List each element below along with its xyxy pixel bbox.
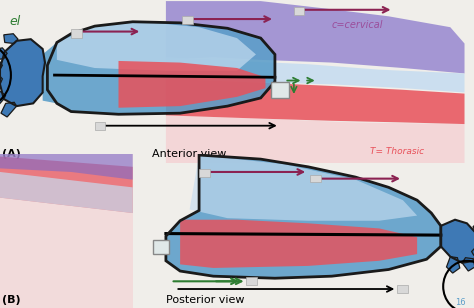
Polygon shape [57, 22, 256, 71]
FancyBboxPatch shape [182, 16, 193, 24]
Polygon shape [166, 57, 465, 92]
FancyBboxPatch shape [310, 175, 321, 182]
FancyBboxPatch shape [199, 169, 210, 177]
Polygon shape [0, 74, 2, 87]
Polygon shape [4, 34, 18, 43]
Text: el: el [9, 15, 21, 28]
Text: Anterior view: Anterior view [152, 149, 226, 159]
Polygon shape [0, 59, 2, 72]
Polygon shape [441, 220, 474, 263]
FancyBboxPatch shape [397, 286, 408, 293]
Polygon shape [0, 39, 45, 106]
FancyBboxPatch shape [71, 29, 82, 38]
Text: 16: 16 [455, 298, 465, 307]
Text: Posterior view: Posterior view [166, 295, 245, 305]
Polygon shape [180, 220, 417, 268]
Polygon shape [43, 43, 57, 103]
Polygon shape [462, 258, 474, 271]
Polygon shape [166, 155, 441, 278]
Polygon shape [0, 154, 133, 308]
Text: T= Thorasic: T= Thorasic [370, 147, 424, 156]
FancyBboxPatch shape [294, 6, 304, 15]
Polygon shape [118, 61, 265, 108]
Text: c=cervical: c=cervical [332, 20, 383, 30]
FancyBboxPatch shape [271, 82, 289, 98]
Text: (B): (B) [2, 295, 21, 305]
Polygon shape [0, 154, 133, 180]
Polygon shape [1, 102, 17, 117]
Polygon shape [0, 156, 133, 213]
Polygon shape [473, 221, 474, 233]
FancyBboxPatch shape [95, 122, 105, 129]
FancyBboxPatch shape [246, 277, 257, 285]
Polygon shape [0, 91, 6, 109]
Polygon shape [472, 246, 474, 258]
Polygon shape [166, 116, 465, 163]
Polygon shape [0, 172, 133, 213]
Polygon shape [0, 48, 7, 60]
Polygon shape [447, 257, 460, 273]
FancyBboxPatch shape [153, 240, 169, 254]
Polygon shape [190, 155, 417, 221]
Polygon shape [47, 22, 275, 114]
Text: (A): (A) [2, 149, 21, 159]
Polygon shape [166, 79, 465, 124]
Polygon shape [166, 1, 465, 74]
